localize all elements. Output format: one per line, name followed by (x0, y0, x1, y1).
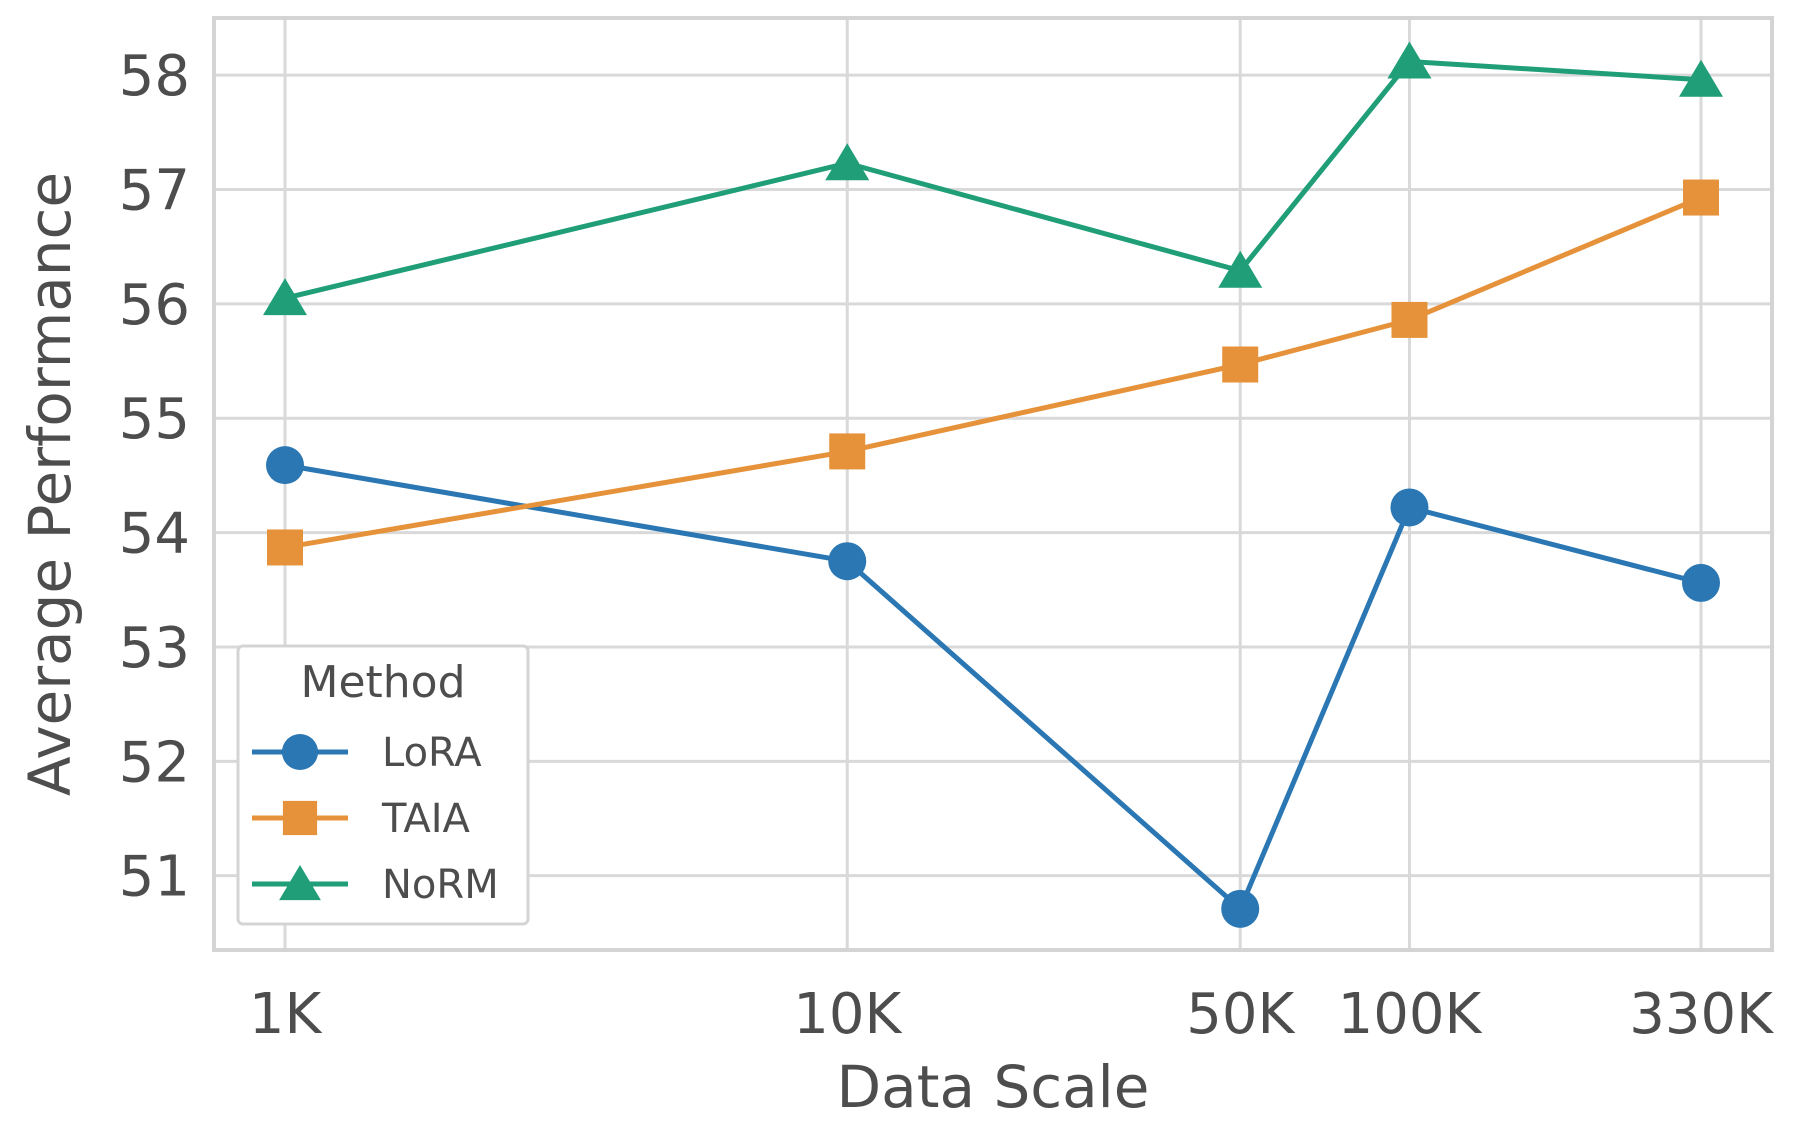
legend-label-taia: TAIA (381, 796, 470, 842)
series-line-taia (284, 195, 1702, 550)
data-point-norm (1679, 59, 1723, 97)
legend-marker-norm (279, 865, 321, 901)
data-point-taia (829, 433, 866, 470)
data-point-taia (1391, 301, 1428, 338)
data-point-lora (1390, 488, 1429, 527)
y-tick-label: 56 (119, 273, 190, 338)
x-tick-label: 50K (1186, 982, 1295, 1047)
legend-marker-lora (281, 733, 319, 771)
series-layer (263, 41, 1723, 928)
y-tick-label: 54 (119, 502, 190, 567)
data-point-lora (828, 542, 867, 581)
data-point-norm (825, 143, 870, 181)
x-tick-label: 10K (793, 982, 902, 1047)
y-tick-label: 52 (119, 730, 190, 795)
tick-labels: 1K 10K 50K 100K 330K 51 52 53 54 55 56 57 58 (119, 44, 1774, 1047)
x-axis-label: Data Scale (837, 1053, 1150, 1121)
legend-label-lora: LoRA (382, 730, 482, 776)
data-point-lora (1682, 563, 1720, 602)
y-axis-label: Average Performance (16, 172, 84, 796)
y-tick-label: 51 (119, 845, 190, 910)
series-line-norm (284, 58, 1702, 301)
data-point-taia (1683, 179, 1719, 216)
legend-label-norm: NoRM (382, 862, 499, 908)
plot-frame (212, 16, 1774, 952)
legend-title: Method (300, 657, 465, 708)
x-tick-label: 100K (1338, 982, 1483, 1047)
data-point-lora (266, 446, 304, 485)
y-tick-label: 58 (119, 44, 190, 109)
legend-marker-taia (282, 800, 318, 836)
legend: Method LoRA TAIA NoRM (236, 644, 530, 926)
data-point-taia (267, 529, 303, 566)
x-tick-label: 330K (1629, 982, 1774, 1047)
legend-box (236, 644, 530, 926)
x-tick-label: 1K (249, 982, 323, 1047)
legend-items: LoRA TAIA NoRM (252, 730, 499, 908)
data-point-taia (1222, 346, 1259, 383)
y-tick-label: 55 (119, 387, 190, 452)
data-point-norm (263, 278, 307, 316)
data-point-norm (1387, 41, 1432, 79)
data-point-lora (1221, 889, 1260, 928)
data-point-norm (1218, 250, 1263, 288)
y-tick-label: 57 (119, 159, 190, 224)
y-tick-label: 53 (119, 616, 190, 681)
